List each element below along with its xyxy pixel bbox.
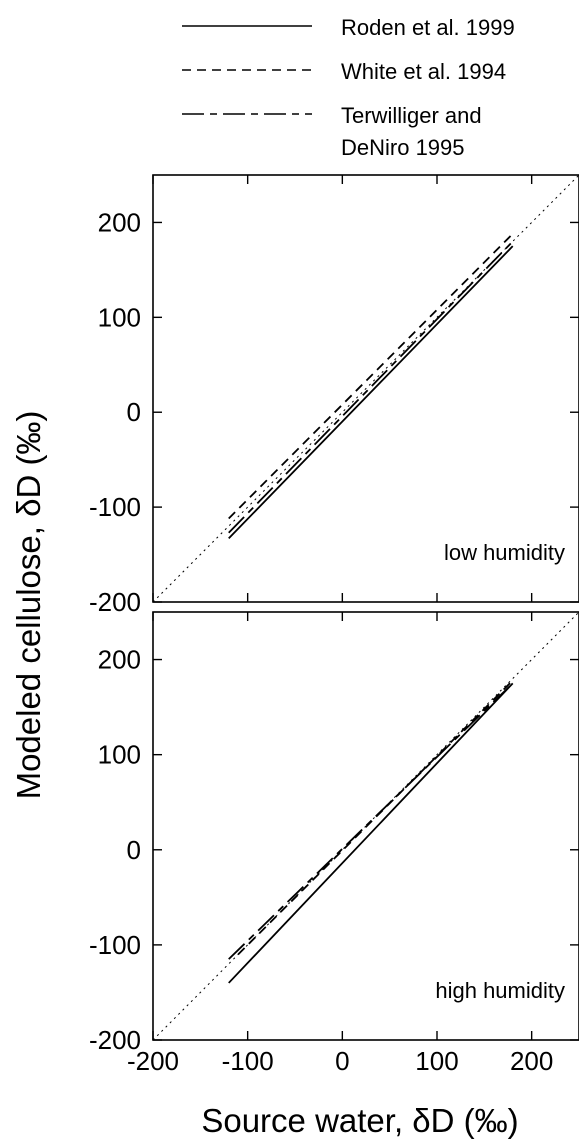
series-lines xyxy=(228,233,514,540)
legend: Roden et al. 1999 White et al. 1994 Terwil… xyxy=(182,15,515,160)
y-axis-label: Modeled cellulose, δD (‰) xyxy=(10,411,47,800)
legend-label: DeNiro 1995 xyxy=(341,135,465,160)
legend-label: Terwilliger and xyxy=(341,103,482,128)
y-tick-labels: -200 -100 0 100 200 xyxy=(89,645,141,1055)
plot-frame xyxy=(152,174,579,603)
x-tick-label: 0 xyxy=(335,1046,349,1076)
y-tick-label: 0 xyxy=(127,397,141,427)
reference-line xyxy=(152,174,579,603)
panel-low-humidity: -200 -100 0 100 200 low humidity xyxy=(89,174,579,617)
legend-label: White et al. 1994 xyxy=(341,59,506,84)
series-line-solid xyxy=(228,245,514,540)
panel-annotation: low humidity xyxy=(444,540,565,565)
x-tick-label: 200 xyxy=(510,1046,553,1076)
y-tick-label: 100 xyxy=(98,302,141,332)
y-tick-label: 200 xyxy=(98,207,141,237)
axis-ticks xyxy=(152,612,579,1041)
one-to-one-line xyxy=(152,174,579,603)
y-tick-label: 100 xyxy=(98,740,141,770)
panel-annotation: high humidity xyxy=(435,978,565,1003)
y-tick-label: 200 xyxy=(98,645,141,675)
x-tick-label: -200 xyxy=(127,1046,179,1076)
series-lines xyxy=(228,679,514,984)
panel-high-humidity: -200 -100 0 100 200 -200 -100 0 100 200 high hum… xyxy=(89,611,579,1076)
series-line-solid xyxy=(228,682,514,984)
y-tick-label: -100 xyxy=(89,930,141,960)
y-tick-labels: -200 -100 0 100 200 xyxy=(89,207,141,617)
plot-frame xyxy=(152,611,579,1041)
x-axis-label: Source water, δD (‰) xyxy=(201,1102,518,1139)
y-tick-label: -200 xyxy=(89,1025,141,1055)
y-tick-label: 0 xyxy=(127,835,141,865)
series-line-dashdot xyxy=(228,682,514,960)
x-tick-labels: -200 -100 0 100 200 xyxy=(127,1046,553,1076)
y-tick-label: -200 xyxy=(89,587,141,617)
series-line-dashdot xyxy=(228,240,514,534)
axis-ticks xyxy=(152,175,579,603)
legend-label: Roden et al. 1999 xyxy=(341,15,515,40)
y-tick-label: -100 xyxy=(89,492,141,522)
x-tick-label: -100 xyxy=(222,1046,274,1076)
x-tick-label: 100 xyxy=(415,1046,458,1076)
series-line-dashed xyxy=(237,679,514,956)
series-line-dashed xyxy=(228,233,514,520)
